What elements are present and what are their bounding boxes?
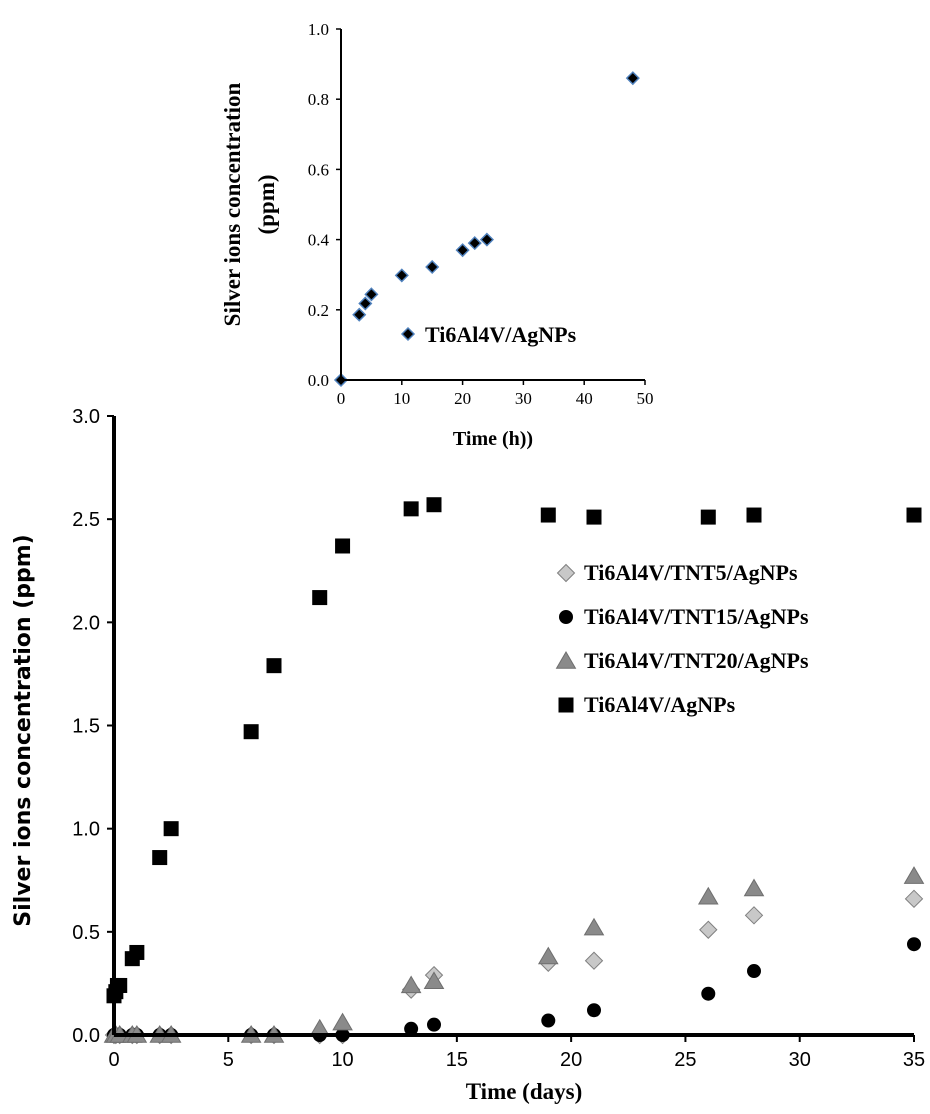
inset-x-tick-label: 0 [337, 389, 346, 408]
legend-label: Ti6Al4V/TNT5/AgNPs [584, 560, 798, 585]
legend-label: Ti6Al4V/TNT20/AgNPs [584, 648, 809, 673]
inset-data-point [455, 243, 470, 258]
inset-series-0 [333, 71, 640, 388]
main-data-point [541, 1013, 556, 1028]
main-y-tick-label: 0.0 [72, 1025, 100, 1047]
main-x-tick-label: 0 [108, 1049, 119, 1071]
inset-legend-marker [400, 326, 416, 342]
main-chart: 0.0 0.5 1.0 1.5 2.0 2.5 3.0 0 5 10 15 20 25 30 35 Time … [11, 406, 925, 1104]
main-series-0 [104, 889, 924, 1045]
main-x-tick-label: 10 [331, 1049, 353, 1071]
main-data-point [426, 497, 442, 513]
main-series-3 [106, 497, 922, 1004]
inset-data-point [358, 296, 373, 311]
main-data-point [747, 964, 761, 979]
legend-label: Ti6Al4V/TNT15/AgNPs [584, 604, 809, 629]
inset-data-point [467, 236, 482, 251]
inset-legend: Ti6Al4V/AgNPs [400, 322, 577, 347]
inset-y-tick-label: 1.0 [308, 20, 329, 39]
main-x-tick-label: 20 [560, 1049, 582, 1071]
main-data-point [540, 507, 556, 523]
inset-y-axis-title: Silver ions concentration (ppm) [220, 82, 279, 326]
main-data-point [584, 951, 604, 970]
legend-marker [558, 697, 574, 713]
legend-label: Ti6Al4V/AgNPs [584, 692, 736, 717]
main-x-axis-title: Time (days) [466, 1079, 583, 1104]
main-data-point [701, 986, 716, 1001]
inset-x-tick-label: 10 [393, 389, 410, 408]
main-data-point [427, 1017, 441, 1032]
main-data-point [587, 1003, 601, 1018]
legend-marker [556, 563, 576, 583]
main-data-point [583, 917, 605, 936]
legend-marker [559, 610, 573, 624]
main-data-point [152, 850, 168, 866]
main-y-tick-label: 3.0 [72, 406, 100, 428]
main-data-point [243, 724, 259, 740]
inset-data-point [479, 232, 494, 247]
main-legend: Ti6Al4V/TNT5/AgNPs Ti6Al4V/TNT15/AgNPs Ti6… [555, 560, 809, 717]
main-y-axis-title: Silver ions concentration (ppm) [11, 534, 36, 926]
main-y-tick-label: 1.5 [72, 716, 100, 738]
inset-data-point [625, 71, 640, 86]
main-series-2 [103, 866, 925, 1043]
main-data-point [699, 920, 718, 939]
legend-marker [555, 651, 577, 669]
main-y-tick-label: 2.0 [72, 612, 100, 634]
inset-data-point [364, 287, 379, 302]
inset-y-tick-label: 0.8 [308, 90, 329, 109]
inset-data-point [394, 268, 409, 283]
inset-data-point [352, 307, 367, 322]
main-y-tick-label: 2.5 [72, 509, 100, 531]
main-data-point [586, 509, 602, 525]
main-data-point [403, 501, 419, 517]
inset-x-tick-label: 20 [454, 389, 471, 408]
main-data-point [903, 866, 925, 884]
main-data-point [163, 821, 179, 837]
main-data-point [266, 658, 282, 674]
main-data-point [904, 889, 924, 909]
inset-data-point [425, 259, 440, 275]
main-data-point [697, 886, 719, 905]
inset-x-tick-label: 40 [576, 389, 593, 408]
main-data-point [400, 975, 422, 994]
main-data-point [744, 906, 764, 925]
inset-x-tick-label: 50 [637, 389, 654, 408]
inset-y-tick-label: 0.2 [308, 301, 329, 320]
inset-y-tick-label: 0.0 [308, 371, 329, 390]
main-data-point [700, 509, 716, 525]
inset-legend-label: Ti6Al4V/AgNPs [425, 322, 577, 347]
main-y-tick-label: 1.0 [72, 819, 100, 841]
main-data-point [537, 946, 559, 965]
main-data-point [332, 1012, 353, 1031]
main-x-tick-label: 5 [223, 1049, 234, 1071]
inset-y-tick-label: 0.4 [308, 231, 330, 250]
main-series-1 [107, 937, 921, 1042]
inset-chart: 0.0 0.2 0.4 0.6 0.8 1.0 0 10 20 30 40 50 Time (h)) Si… [220, 20, 654, 450]
main-data-point [907, 937, 921, 952]
main-x-tick-label: 35 [903, 1049, 925, 1071]
main-data-point [906, 507, 922, 523]
main-data-point [743, 878, 765, 897]
main-data-point [746, 507, 762, 523]
inset-x-axis-title: Time (h)) [453, 428, 533, 450]
main-x-tick-label: 15 [446, 1049, 468, 1071]
main-data-point [335, 538, 351, 554]
main-x-tick-label: 25 [674, 1049, 696, 1071]
main-y-tick-label: 0.5 [72, 922, 100, 944]
main-x-tick-label: 30 [789, 1049, 811, 1071]
main-data-point [423, 971, 445, 990]
inset-y-tick-label: 0.6 [308, 160, 329, 179]
inset-x-tick-label: 30 [515, 389, 532, 408]
main-data-point [129, 944, 145, 960]
main-data-point [312, 590, 328, 606]
